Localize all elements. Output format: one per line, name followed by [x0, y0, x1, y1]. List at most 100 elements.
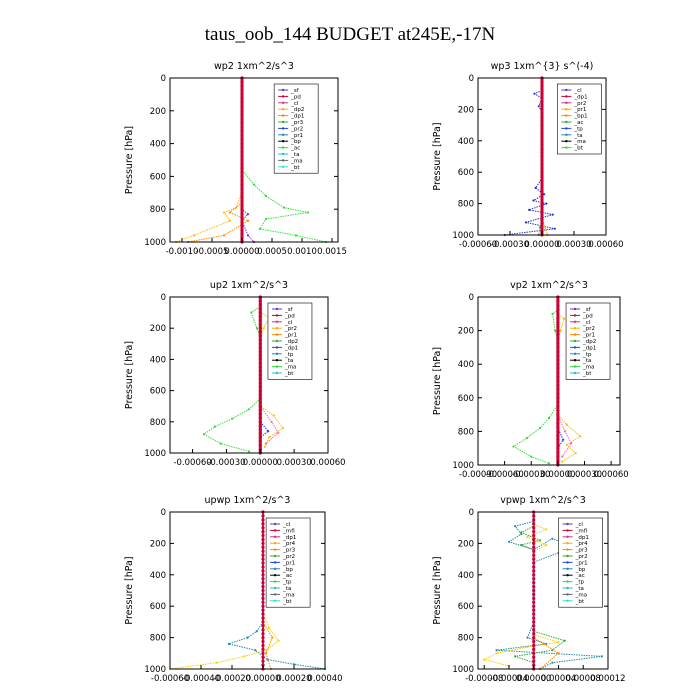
data-point	[306, 211, 310, 214]
legend-entry: _bp1	[573, 114, 587, 120]
data-point	[258, 342, 262, 346]
data-point	[261, 569, 265, 573]
data-point	[222, 234, 226, 237]
data-point	[540, 111, 544, 115]
legend-entry: _bp	[282, 567, 293, 573]
data-point	[227, 642, 230, 646]
legend-entry: _ta	[575, 586, 584, 592]
data-point	[265, 652, 268, 655]
data-point	[574, 452, 577, 455]
data-point	[540, 154, 544, 159]
data-point	[261, 596, 265, 601]
y-tick-label: 0	[469, 293, 474, 303]
data-point	[530, 455, 533, 458]
panels: wp2 1xm^2/s^3 Pressure [hPa] 0 200 400 600 800…	[124, 61, 629, 684]
data-point	[532, 647, 536, 652]
data-point	[258, 369, 262, 373]
legend-entry: _cl	[290, 101, 299, 107]
y-tick-label: 1000	[144, 449, 166, 459]
data-point	[520, 531, 523, 534]
legend-marker	[275, 346, 279, 349]
data-point	[240, 154, 244, 158]
legend-entry: _ma	[290, 158, 302, 164]
legend-marker	[566, 567, 569, 570]
data-point	[240, 191, 244, 195]
data-point	[556, 354, 560, 358]
legend-marker	[566, 593, 569, 596]
legend-entry: _ta	[284, 358, 293, 364]
data-point	[532, 549, 536, 553]
data-point	[261, 557, 265, 561]
legend-entry: _pr3	[282, 548, 296, 554]
data-point	[258, 353, 262, 358]
data-point	[202, 433, 205, 436]
legend-marker	[281, 95, 285, 98]
plot-frame	[169, 296, 329, 454]
legend-marker	[273, 535, 277, 538]
legend-marker	[275, 371, 279, 375]
data-point	[540, 115, 544, 119]
x-tick-label: -0.00060	[486, 470, 524, 480]
data-point	[258, 392, 262, 397]
data-point	[264, 195, 268, 198]
data-point	[540, 139, 544, 143]
data-point	[556, 366, 560, 370]
data-point	[258, 326, 262, 330]
data-point	[600, 655, 603, 658]
legend-marker	[275, 365, 279, 368]
data-point	[261, 632, 265, 636]
data-point	[192, 234, 196, 237]
y-tick-label: 600	[458, 394, 474, 404]
data-point	[258, 299, 262, 303]
legend-marker	[566, 529, 569, 532]
data-point	[258, 408, 262, 412]
y-tick-label: 1000	[452, 665, 474, 675]
legend-entry: _ta	[290, 152, 299, 158]
legend-marker	[273, 548, 277, 551]
data-point	[540, 202, 544, 206]
legend-marker	[275, 320, 279, 323]
data-point	[261, 624, 265, 628]
data-point	[270, 420, 273, 423]
data-point	[262, 327, 265, 330]
panel-1: wp3 1xm^{3} s^(-4) Pressure [hPa] 0 200 400 6…	[432, 61, 624, 250]
data-point	[507, 540, 511, 543]
y-axis-label: Pressure [hPa]	[432, 556, 443, 624]
data-point	[258, 330, 262, 334]
legend-entry: _pr1	[284, 333, 297, 339]
data-point	[540, 131, 544, 135]
data-point	[261, 608, 265, 612]
data-point	[532, 577, 536, 581]
data-point	[254, 649, 257, 652]
data-point	[532, 518, 536, 522]
legend-entry: _cl	[582, 320, 591, 326]
legend-marker	[275, 314, 279, 317]
data-point	[524, 221, 528, 224]
data-point	[261, 655, 265, 659]
panel-title: wp2 1xm^2/s^3	[214, 61, 294, 72]
data-point	[258, 424, 262, 428]
legend-marker	[573, 346, 577, 349]
legend-entry: _sf	[582, 307, 592, 313]
legend-entry: _dp1	[582, 345, 596, 351]
data-point	[240, 105, 244, 109]
data-point	[532, 565, 536, 569]
data-point	[292, 663, 296, 666]
legend-marker	[273, 542, 277, 545]
data-point	[267, 430, 270, 433]
data-point	[556, 337, 560, 341]
data-point	[538, 226, 542, 229]
data-point	[277, 431, 280, 434]
legend-entry: _mfl	[575, 528, 588, 534]
data-point	[240, 228, 244, 232]
data-point	[258, 404, 262, 408]
data-point	[540, 190, 544, 194]
legend-entry: _ac	[282, 573, 292, 579]
x-tick-label: 0.00030	[277, 458, 312, 468]
legend-marker	[273, 554, 277, 558]
data-point	[240, 84, 244, 88]
data-point	[532, 581, 536, 585]
y-tick-label: 800	[150, 205, 166, 215]
data-point	[243, 655, 246, 658]
data-point	[258, 314, 262, 319]
